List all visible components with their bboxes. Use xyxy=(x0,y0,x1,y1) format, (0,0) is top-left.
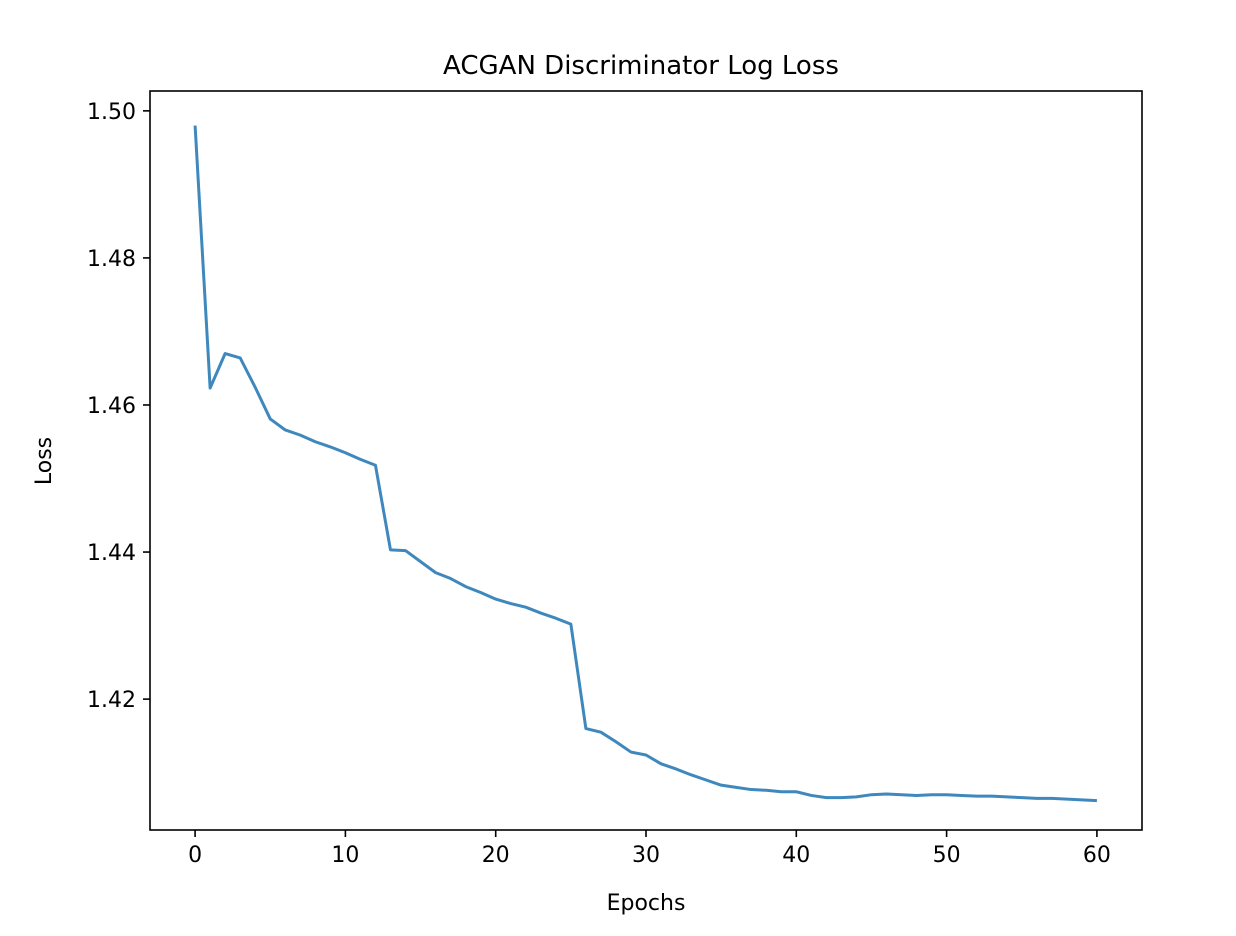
x-tick-label: 10 xyxy=(331,843,359,868)
x-tick-label: 20 xyxy=(482,843,510,868)
chart-title: ACGAN Discriminator Log Loss xyxy=(443,51,839,81)
y-tick-label: 1.46 xyxy=(87,394,136,419)
x-tick-label: 50 xyxy=(933,843,961,868)
y-tick-label: 1.48 xyxy=(87,247,136,272)
plot-frame xyxy=(149,90,1143,831)
x-axis: 0 10 20 30 40 50 60 xyxy=(188,830,1111,868)
x-axis-title: Epochs xyxy=(607,891,686,916)
y-tick-label: 1.44 xyxy=(87,541,136,566)
y-tick-label: 1.50 xyxy=(87,100,136,125)
series-line xyxy=(193,125,1097,803)
y-axis: 1.42 1.44 1.46 1.48 1.50 xyxy=(87,100,150,713)
x-tick-label: 60 xyxy=(1083,843,1111,868)
y-tick-label: 1.42 xyxy=(87,688,136,713)
plot-area xyxy=(193,125,1097,803)
y-axis-title: Loss xyxy=(32,437,57,485)
x-tick-label: 0 xyxy=(188,843,202,868)
x-tick-label: 40 xyxy=(782,843,810,868)
x-tick-label: 30 xyxy=(632,843,660,868)
